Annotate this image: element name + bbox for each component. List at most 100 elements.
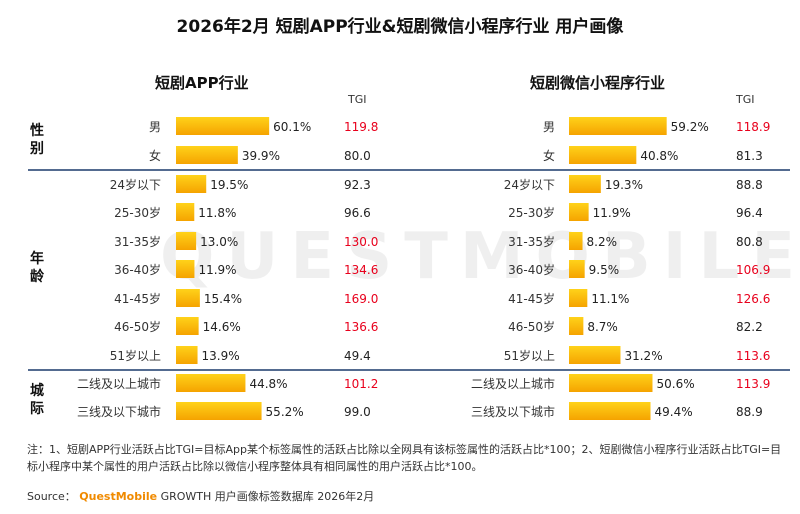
mini-category-label: 男 <box>543 120 555 134</box>
mini-value-label: 8.2% <box>587 235 618 249</box>
mini-value-label: 49.4% <box>655 405 693 419</box>
mini-category-label: 31-35岁 <box>508 234 555 249</box>
mini-tgi-value: 113.9 <box>736 377 770 391</box>
mini-value-label: 11.1% <box>591 292 629 306</box>
app-tgi-value: 101.2 <box>344 377 378 391</box>
watermark: QUESTMOBILE <box>160 220 800 294</box>
app-bar <box>176 232 197 250</box>
mini-bar <box>569 203 589 221</box>
app-tgi-value: 169.0 <box>344 292 378 306</box>
app-category-label: 46-50岁 <box>114 319 161 334</box>
source-prefix: Source： <box>27 490 76 503</box>
app-tgi-value: 49.4 <box>344 349 371 363</box>
app-bar <box>176 175 207 193</box>
app-bar <box>176 346 198 364</box>
app-tgi-value: 130.0 <box>344 235 378 249</box>
chart-canvas: 男 60.1% 119.8 女 39.9% 80.0 24岁以下 19.5% 92.3 25-30… <box>28 117 790 420</box>
group-label-gender: 性别 <box>30 123 44 157</box>
app-category-label: 24岁以下 <box>110 177 161 192</box>
source-brand: QuestMobile <box>79 490 158 503</box>
mini-tgi-value: 80.8 <box>736 235 763 249</box>
mini-category-label: 三线及以下城市 <box>471 404 555 419</box>
app-tgi-value: 119.8 <box>344 120 378 134</box>
app-value-label: 13.0% <box>200 235 238 249</box>
app-bar <box>176 289 200 307</box>
mini-bar <box>569 260 585 278</box>
app-value-label: 60.1% <box>273 120 311 134</box>
mini-bar <box>569 374 653 392</box>
app-bar <box>176 402 262 420</box>
mini-tgi-value: 113.6 <box>736 349 770 363</box>
mini-category-label: 女 <box>543 148 555 163</box>
mini-bar <box>569 232 583 250</box>
mini-tgi-value: 88.9 <box>736 405 763 419</box>
mini-category-label: 24岁以下 <box>504 177 555 192</box>
app-category-label: 三线及以下城市 <box>77 404 161 419</box>
app-tgi-value: 92.3 <box>344 178 371 192</box>
app-tgi-value: 136.6 <box>344 320 378 334</box>
app-category-label: 二线及以上城市 <box>77 376 161 391</box>
mini-tgi-value: 118.9 <box>736 120 770 134</box>
source-suffix: GROWTH 用户画像标签数据库 2026年2月 <box>160 490 375 503</box>
mini-category-label: 41-45岁 <box>508 291 555 306</box>
app-value-label: 15.4% <box>204 292 242 306</box>
mini-value-label: 19.3% <box>605 178 643 192</box>
app-value-label: 14.6% <box>203 320 241 334</box>
app-value-label: 39.9% <box>242 149 280 163</box>
app-category-label: 51岁以上 <box>110 348 161 363</box>
app-tgi-value: 96.6 <box>344 206 371 220</box>
mini-category-label: 51岁以上 <box>504 348 555 363</box>
app-category-label: 女 <box>149 148 161 163</box>
mini-category-label: 25-30岁 <box>508 205 555 220</box>
panel-title-app: 短剧APP行业 <box>155 74 249 92</box>
mini-bar <box>569 402 651 420</box>
app-category-label: 36-40岁 <box>114 262 161 277</box>
mini-tgi-value: 81.3 <box>736 149 763 163</box>
tgi-header-app: TGI <box>348 93 367 106</box>
group-label-age: 年龄 <box>30 251 44 285</box>
app-tgi-value: 99.0 <box>344 405 371 419</box>
app-value-label: 55.2% <box>266 405 304 419</box>
app-bar <box>176 317 199 335</box>
mini-category-label: 46-50岁 <box>508 319 555 334</box>
mini-category-label: 二线及以上城市 <box>471 376 555 391</box>
chart-title: 2026年2月 短剧APP行业&短剧微信小程序行业 用户画像 <box>176 17 624 37</box>
app-tgi-value: 134.6 <box>344 263 378 277</box>
app-value-label: 11.9% <box>198 263 236 277</box>
app-value-label: 44.8% <box>249 377 287 391</box>
mini-value-label: 11.9% <box>593 206 631 220</box>
footnote: 注：1、短剧APP行业活跃占比TGI=目标App某个标签属性的活跃占比除以全网具… <box>27 443 782 473</box>
app-value-label: 13.9% <box>202 349 240 363</box>
panel-title-miniprogram: 短剧微信小程序行业 <box>530 74 666 92</box>
app-category-label: 41-45岁 <box>114 291 161 306</box>
app-category-label: 25-30岁 <box>114 205 161 220</box>
mini-bar <box>569 317 584 335</box>
app-bar <box>176 260 195 278</box>
mini-value-label: 8.7% <box>587 320 618 334</box>
mini-bar <box>569 289 588 307</box>
app-category-label: 31-35岁 <box>114 234 161 249</box>
app-tgi-value: 80.0 <box>344 149 371 163</box>
mini-value-label: 9.5% <box>589 263 620 277</box>
mini-bar <box>569 117 667 135</box>
mini-value-label: 59.2% <box>671 120 709 134</box>
mini-tgi-value: 88.8 <box>736 178 763 192</box>
mini-value-label: 40.8% <box>640 149 678 163</box>
app-bar <box>176 146 238 164</box>
mini-value-label: 50.6% <box>656 377 694 391</box>
mini-tgi-value: 96.4 <box>736 206 763 220</box>
group-label-city: 城际 <box>30 383 44 417</box>
mini-bar <box>569 175 601 193</box>
tgi-header-miniprogram: TGI <box>736 93 755 106</box>
app-bar <box>176 203 195 221</box>
app-value-label: 19.5% <box>210 178 248 192</box>
mini-category-label: 36-40岁 <box>508 262 555 277</box>
mini-bar <box>569 346 621 364</box>
mini-tgi-value: 106.9 <box>736 263 770 277</box>
mini-tgi-value: 82.2 <box>736 320 763 334</box>
app-bar <box>176 374 246 392</box>
source-line: Source： QuestMobile GROWTH 用户画像标签数据库 202… <box>27 488 374 504</box>
mini-value-label: 31.2% <box>624 349 662 363</box>
app-bar <box>176 117 270 135</box>
mini-tgi-value: 126.6 <box>736 292 770 306</box>
